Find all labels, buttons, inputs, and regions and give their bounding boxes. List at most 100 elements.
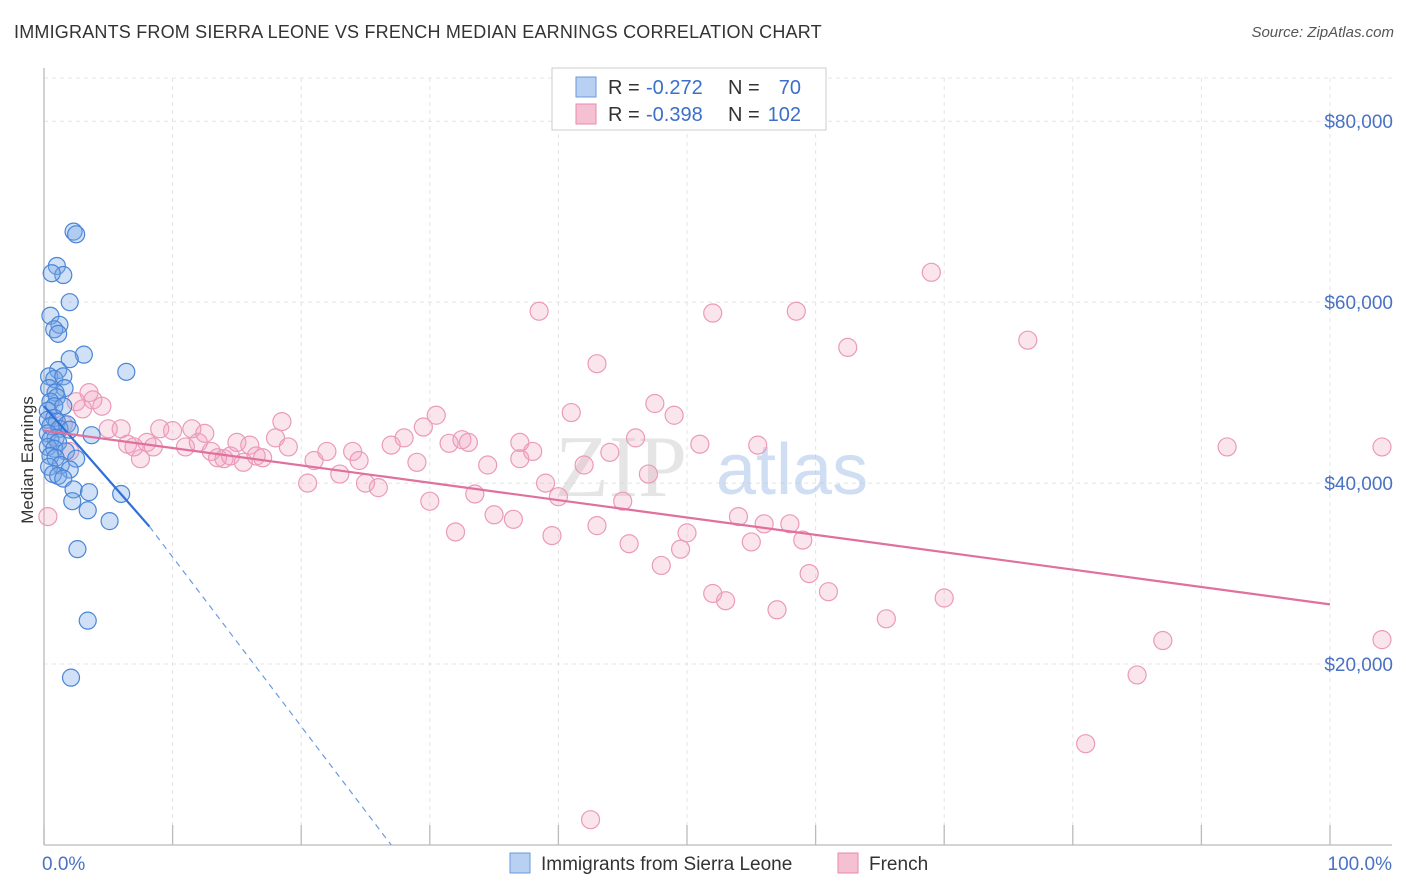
- bottom-legend-label-blue: Immigrants from Sierra Leone: [541, 854, 792, 875]
- x-tick-label-max: 100.0%: [1328, 854, 1393, 875]
- legend-r-label-1: R =: [608, 77, 640, 99]
- french-point: [574, 455, 594, 475]
- chart-title: IMMIGRANTS FROM SIERRA LEONE VS FRENCH M…: [14, 22, 822, 42]
- stats-legend: R = -0.272 N = 70 R = -0.398 N = 102: [551, 67, 827, 131]
- sierra-leone-point: [49, 466, 68, 485]
- french-point: [420, 491, 440, 511]
- french-point: [1153, 630, 1173, 651]
- french-point: [690, 434, 710, 454]
- sierra-leone-point: [79, 483, 99, 502]
- french-point: [645, 393, 665, 414]
- french-point: [298, 473, 318, 493]
- sierra-leone-point: [74, 345, 93, 364]
- legend-n-label-2: N =: [728, 104, 760, 126]
- legend-r-value-1: -0.272: [646, 77, 703, 99]
- watermark-zip: ZIP: [555, 419, 687, 516]
- y-tick-label: $80,000: [1324, 112, 1393, 133]
- french-point: [587, 516, 607, 536]
- french-points: [38, 262, 1392, 830]
- french-point: [394, 428, 414, 448]
- y-tick-label: $20,000: [1324, 655, 1393, 676]
- french-point: [478, 455, 498, 475]
- french-point: [767, 600, 787, 620]
- sierra-leone-point: [67, 449, 86, 468]
- sierra-leone-point: [60, 293, 79, 312]
- bottom-legend: Immigrants from Sierra Leone French: [509, 852, 928, 875]
- french-point: [651, 555, 671, 576]
- sierra-leone-point: [63, 492, 82, 511]
- french-point: [1372, 437, 1392, 457]
- axes: [43, 68, 1392, 846]
- watermark-atlas: atlas: [716, 430, 868, 510]
- french-point: [580, 810, 601, 830]
- french-point: [741, 532, 761, 552]
- french-point: [600, 442, 620, 462]
- sierra-leone-trend-line: [43, 405, 151, 528]
- sierra-leone-point: [67, 225, 86, 244]
- french-point: [748, 435, 768, 455]
- trend-lines: [43, 405, 1331, 846]
- french-point: [529, 301, 549, 321]
- french-point: [619, 534, 639, 554]
- french-point: [240, 435, 260, 455]
- french-point: [793, 530, 813, 550]
- french-point: [1076, 734, 1096, 754]
- french-point: [38, 506, 58, 527]
- french-point: [799, 563, 819, 584]
- sierra-leone-trend-extension: [148, 526, 392, 846]
- french-point: [1127, 665, 1147, 685]
- french-point: [317, 441, 337, 462]
- french-point: [92, 396, 112, 416]
- sierra-leone-point: [117, 362, 136, 381]
- french-point: [780, 514, 800, 534]
- french-point: [278, 437, 298, 457]
- y-axis-label: Median Earnings: [18, 396, 37, 524]
- french-point: [754, 514, 774, 534]
- french-point: [561, 402, 581, 423]
- sierra-leone-point: [100, 512, 119, 531]
- french-point: [510, 432, 530, 453]
- french-point: [715, 591, 736, 611]
- french-point: [458, 432, 478, 453]
- french-point: [503, 509, 523, 529]
- french-point: [934, 588, 954, 608]
- legend-swatch-pink: [575, 103, 597, 125]
- legend-swatch-blue: [575, 76, 597, 98]
- french-point: [664, 405, 684, 425]
- y-tick-label: $40,000: [1324, 474, 1393, 495]
- french-point: [677, 523, 697, 543]
- french-point: [535, 473, 556, 493]
- legend-r-label-2: R =: [608, 104, 640, 126]
- french-point: [272, 411, 292, 432]
- french-point: [818, 582, 839, 602]
- french-point: [413, 417, 433, 437]
- french-point: [728, 506, 749, 527]
- french-point: [1018, 330, 1038, 350]
- french-point: [426, 405, 446, 425]
- sierra-leone-point: [42, 264, 61, 283]
- french-point: [1217, 437, 1237, 457]
- sierra-leone-points: [38, 222, 136, 687]
- french-point: [625, 428, 646, 448]
- french-point: [786, 301, 806, 321]
- french-point: [163, 421, 183, 441]
- french-point: [876, 609, 896, 629]
- french-point: [253, 448, 273, 468]
- sierra-leone-point: [60, 460, 79, 479]
- legend-n-value-1: 70: [779, 77, 801, 99]
- french-point: [638, 464, 659, 484]
- legend-r-value-2: -0.398: [646, 104, 703, 126]
- bottom-legend-swatch-blue: [509, 852, 531, 874]
- sierra-leone-point: [78, 611, 97, 630]
- chart-source: Source: ZipAtlas.com: [1251, 24, 1394, 41]
- sierra-leone-point: [78, 501, 97, 520]
- sierra-leone-point: [49, 324, 68, 343]
- french-point: [349, 450, 369, 471]
- french-point: [587, 354, 607, 374]
- french-point: [542, 525, 562, 546]
- french-point: [921, 262, 941, 282]
- french-point: [1372, 630, 1392, 650]
- bottom-legend-label-pink: French: [869, 854, 928, 875]
- sierra-leone-point: [64, 222, 83, 241]
